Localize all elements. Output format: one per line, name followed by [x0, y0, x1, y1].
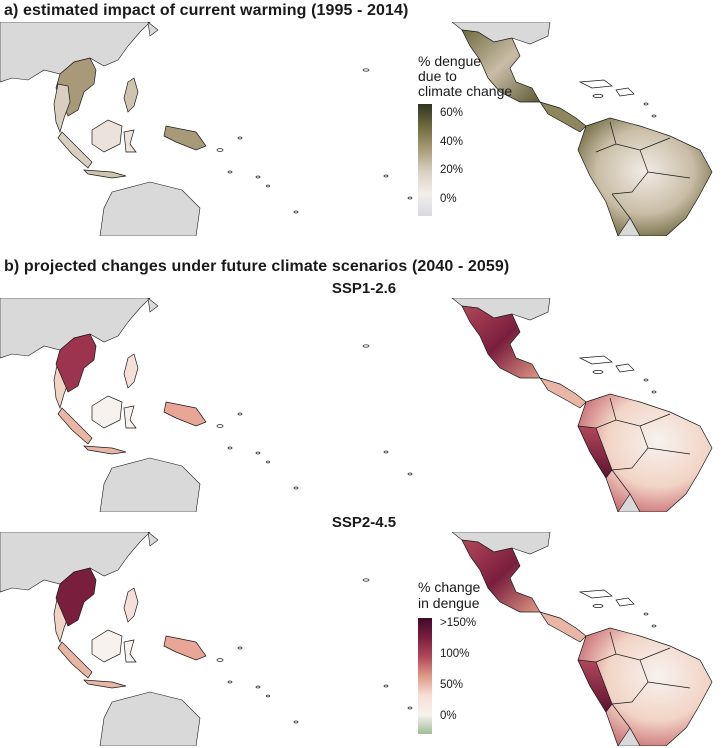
legend-a-title-2: due to [418, 68, 457, 84]
legend-a-title-3: climate change [418, 83, 513, 99]
panel-b-map-ssp126 [0, 298, 713, 512]
legend-b-tick: 0% [440, 710, 457, 722]
sumatra [57, 131, 93, 169]
caribbean [578, 79, 657, 118]
australia [99, 181, 201, 236]
legend-a-tick: 40% [440, 136, 464, 148]
legend-b-title-1: % change [418, 579, 481, 595]
legend-b-tick: 50% [440, 679, 464, 691]
pacific-islands [216, 68, 413, 214]
philippines [123, 77, 139, 113]
sulawesi [123, 129, 137, 153]
legend-b-colorbar [418, 618, 432, 734]
java [83, 169, 127, 179]
japan-fragment [147, 22, 159, 37]
thailand [53, 83, 71, 134]
legend-b-title-2: in dengue [418, 595, 480, 611]
scenario-label-ssp126: SSP1-2.6 [331, 280, 397, 297]
panel-a-map [0, 22, 713, 236]
legend-a-tick: 0% [440, 193, 457, 205]
central-america [539, 101, 587, 133]
indochina-ssp126 [55, 333, 97, 393]
legend-a-title-1: % dengue [418, 53, 482, 69]
legend-b-tick: 100% [440, 648, 470, 660]
panel-b-map-ssp245 [0, 532, 713, 746]
legend-a-tick: 60% [440, 107, 464, 119]
south-america [577, 117, 713, 236]
panel-b-heading: b) projected changes under future climat… [4, 258, 510, 275]
scenario-label-ssp245: SSP2-4.5 [331, 514, 397, 531]
indochina-ssp245 [55, 567, 97, 627]
legend-a-colorbar [418, 104, 432, 216]
mexico [461, 29, 541, 103]
borneo [91, 119, 123, 153]
panel-a-heading: a) estimated impact of current warming (… [4, 2, 409, 19]
legend-b-tick: >150% [440, 617, 477, 629]
legend-a-tick: 20% [440, 164, 464, 176]
new-guinea [163, 125, 207, 151]
sa-south-nodata [617, 217, 641, 236]
